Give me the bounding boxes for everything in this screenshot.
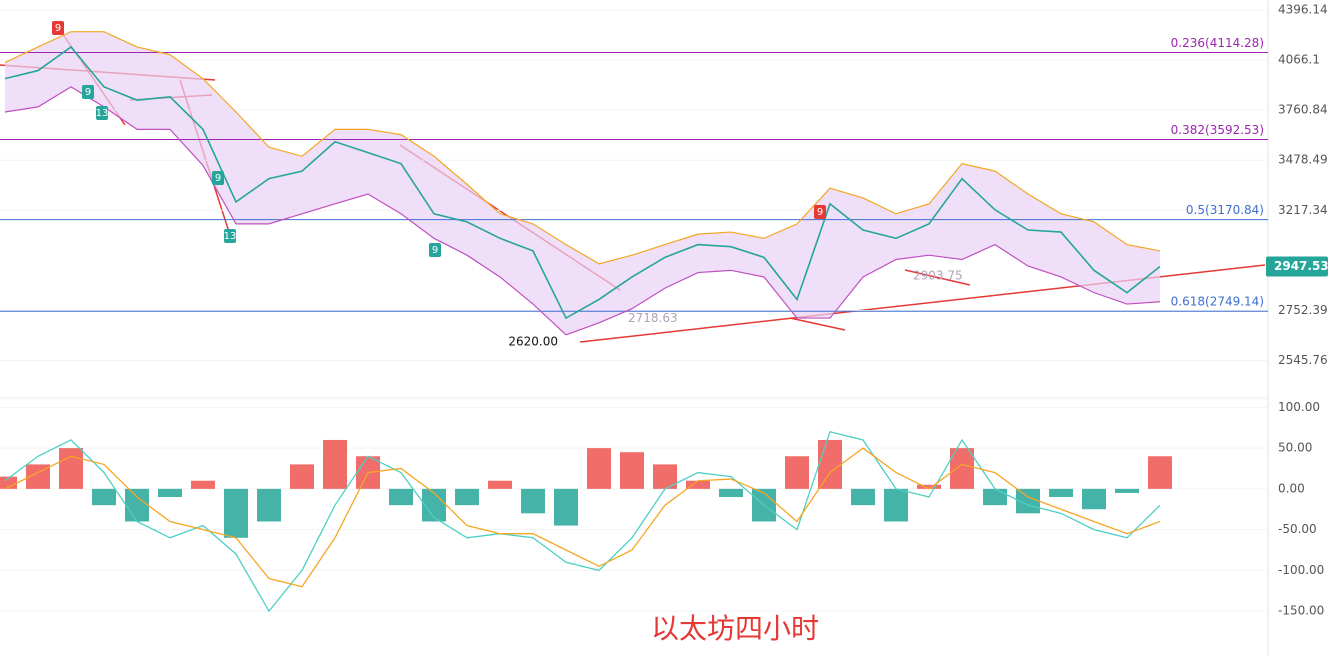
- histogram-bar: [1049, 488, 1073, 498]
- histogram-bar: [389, 488, 413, 506]
- histogram-bar: [983, 488, 1007, 506]
- histogram-bar: [587, 448, 611, 489]
- histogram-bar: [290, 464, 314, 489]
- y-tick-label: 3760.84: [1278, 103, 1328, 117]
- histogram-bar: [785, 456, 809, 489]
- y-tick-label: 2545.76: [1278, 353, 1328, 367]
- marker-box: [429, 243, 441, 257]
- price-line: [4, 45, 1161, 320]
- fib-label: 0.5(3170.84): [1186, 203, 1264, 217]
- histogram-bar: [257, 488, 281, 522]
- marker-box: [82, 85, 94, 99]
- marker: 9: [55, 23, 61, 34]
- price-line: [4, 86, 1161, 336]
- fib-label: 0.618(2749.14): [1171, 295, 1264, 309]
- y-tick-label: 2752.39: [1278, 303, 1328, 317]
- marker: 9: [85, 87, 91, 98]
- annotation: 2903.75: [913, 269, 963, 283]
- y-tick-label: 4396.14: [1278, 2, 1328, 16]
- histogram-bar: [1115, 488, 1139, 493]
- fib-label: 0.236(4114.28): [1171, 36, 1264, 50]
- marker-box: [96, 106, 108, 120]
- indicator-line: [4, 431, 1161, 613]
- histogram-bar: [224, 488, 248, 538]
- marker: 13: [96, 108, 109, 119]
- histogram-bar: [59, 448, 83, 489]
- price-line: [4, 31, 1161, 265]
- histogram-bar: [620, 452, 644, 489]
- histogram-bar: [422, 488, 446, 522]
- marker: 9: [817, 207, 823, 218]
- histogram-bar: [158, 488, 182, 498]
- annotation: 2620.00: [508, 335, 558, 349]
- histogram-bar: [917, 484, 941, 489]
- marker: 13: [224, 231, 237, 242]
- indicator-line: [4, 447, 1161, 588]
- histogram-bar: [191, 480, 215, 489]
- histogram-bar: [686, 480, 710, 489]
- y-tick-label: 3478.49: [1278, 153, 1328, 167]
- marker: 9: [215, 173, 221, 184]
- marker-box: [224, 229, 236, 243]
- histogram-bar: [125, 488, 149, 522]
- y-tick-label: 0.00: [1278, 481, 1305, 495]
- marker-box: [212, 171, 224, 185]
- histogram-bar: [1148, 456, 1172, 489]
- histogram-bar: [554, 488, 578, 526]
- histogram-bar: [323, 439, 347, 489]
- histogram-bar: [92, 488, 116, 506]
- histogram-bar: [851, 488, 875, 506]
- annotation: 2718.63: [628, 311, 678, 325]
- y-tick-label: -150.00: [1278, 604, 1324, 618]
- histogram-bar: [521, 488, 545, 514]
- y-tick-label: -50.00: [1278, 522, 1317, 536]
- marker: 9: [432, 245, 438, 256]
- histogram-bar: [884, 488, 908, 522]
- marker-box: [52, 21, 64, 35]
- histogram-bar: [488, 480, 512, 489]
- y-tick-label: 100.00: [1278, 400, 1320, 414]
- chart-title: 以太坊四小时: [651, 612, 819, 645]
- histogram-bar: [0, 476, 17, 489]
- histogram-bar: [455, 488, 479, 506]
- band-fill: [5, 31, 1160, 335]
- last-price-tag: [1266, 256, 1328, 277]
- y-tick-label: 4066.1: [1278, 53, 1320, 67]
- histogram-bar: [1082, 488, 1106, 510]
- y-tick-label: 50.00: [1278, 441, 1312, 455]
- y-tick-label: 3217.34: [1278, 203, 1328, 217]
- fib-label: 0.382(3592.53): [1171, 123, 1264, 137]
- marker-box: [814, 205, 826, 219]
- y-tick-label: -100.00: [1278, 563, 1324, 577]
- histogram-bar: [818, 439, 842, 489]
- histogram-bar: [719, 488, 743, 498]
- last-price: 2947.53: [1274, 259, 1329, 273]
